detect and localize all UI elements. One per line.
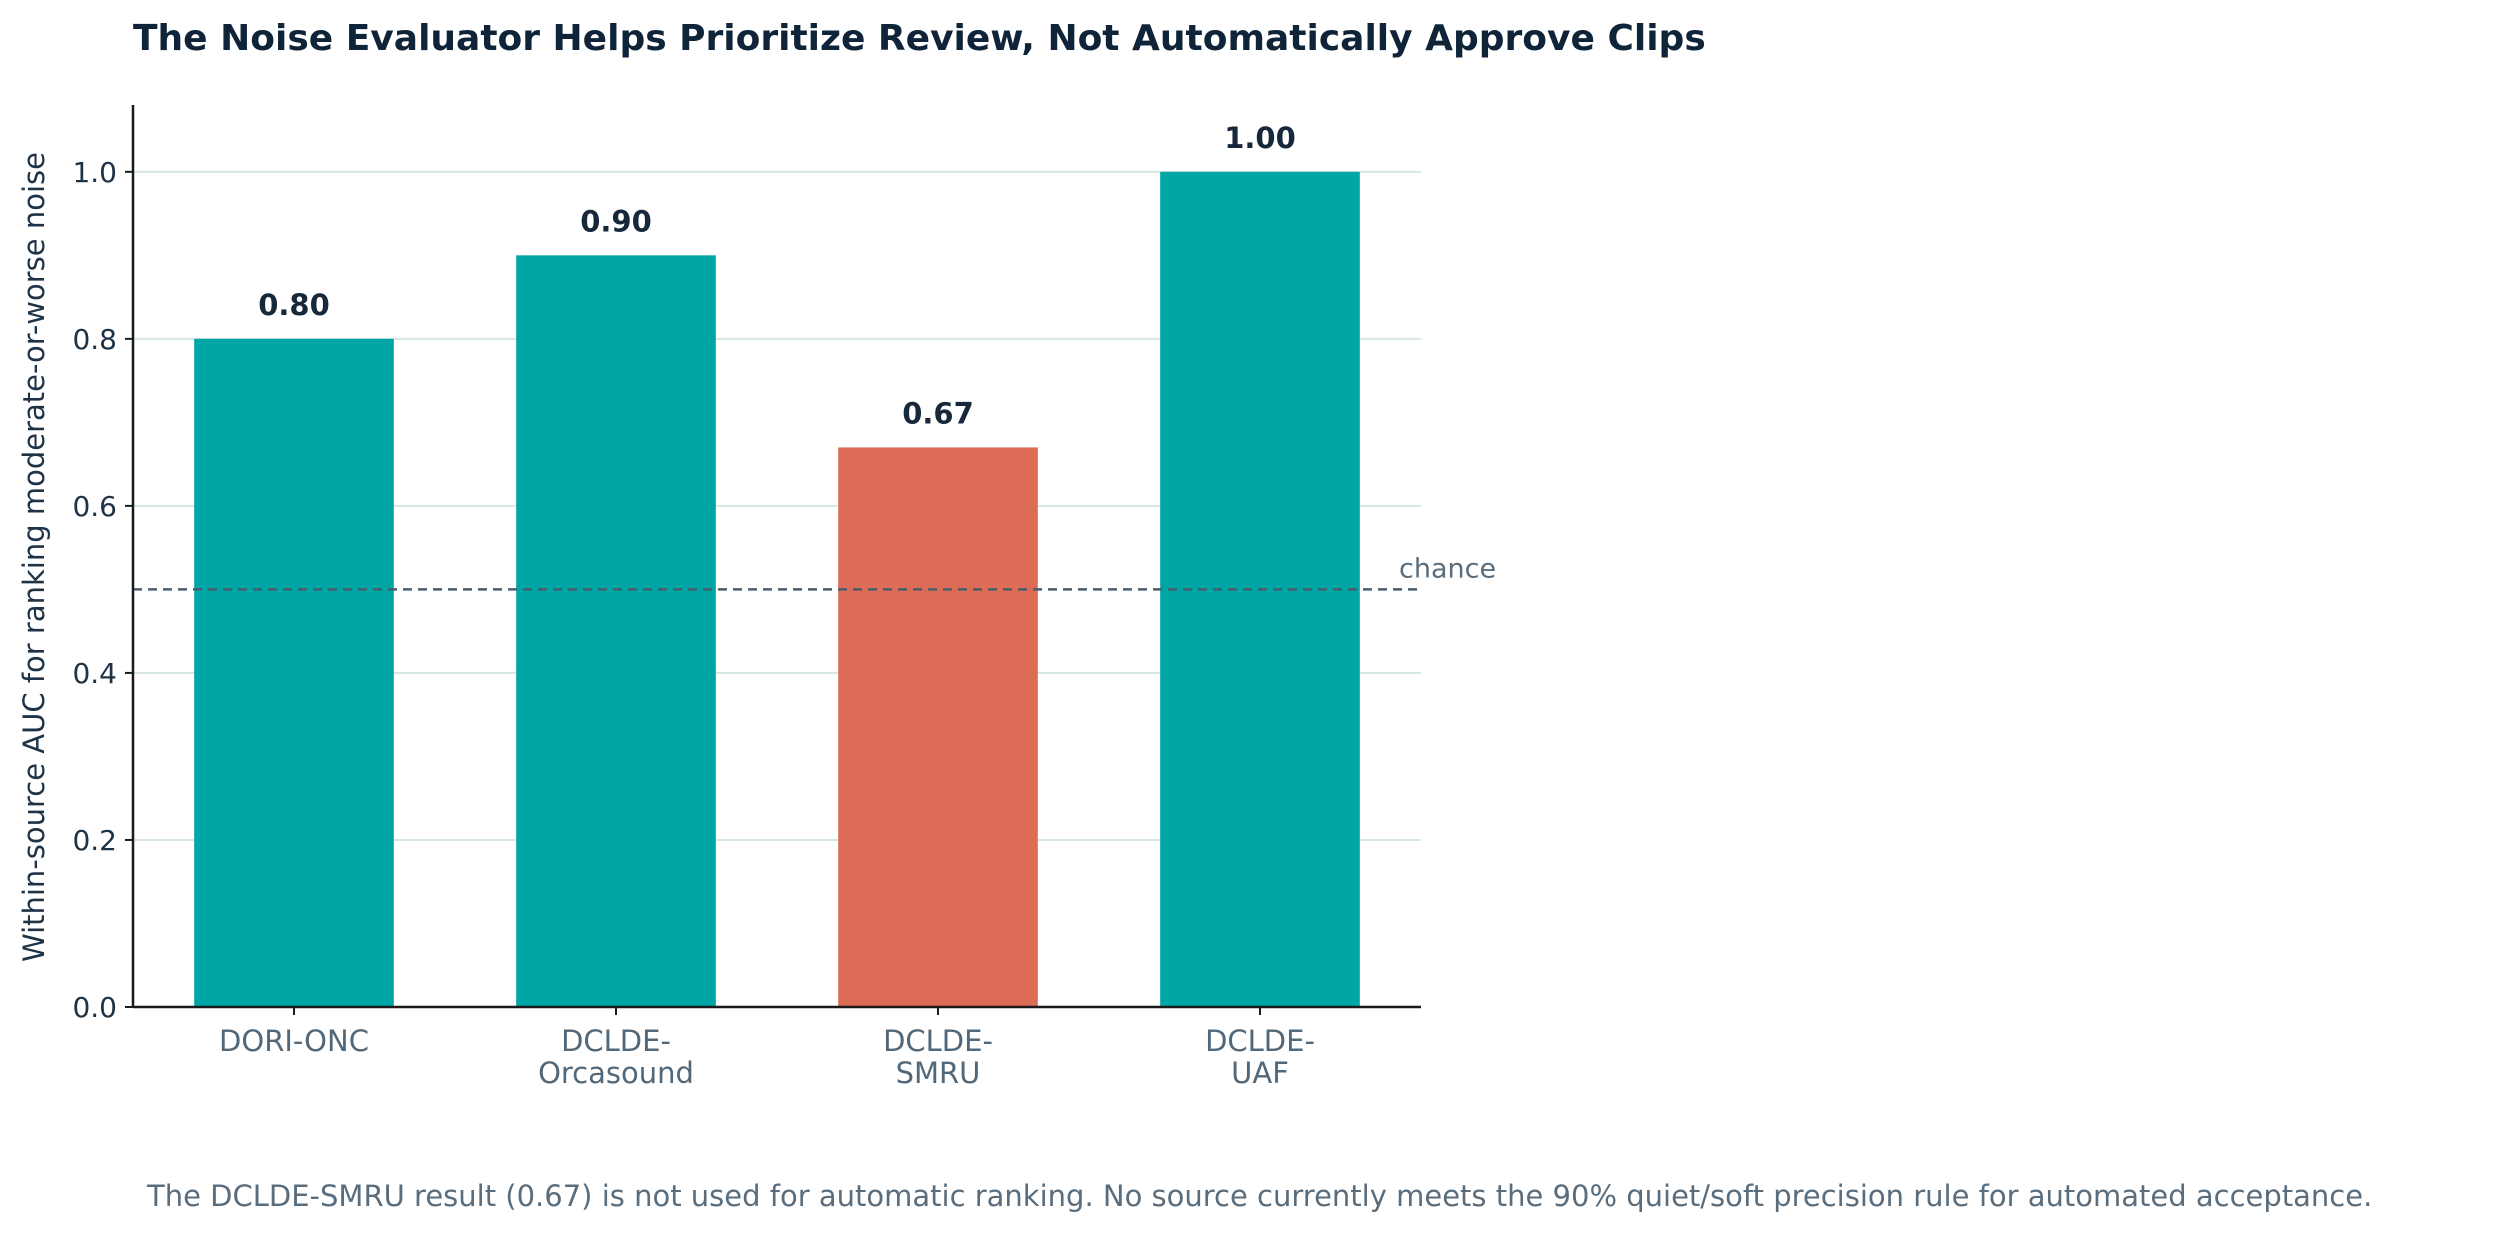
- x-tick-label-2: DCLDE-SMRU: [883, 1024, 993, 1090]
- x-tick-label-1: DCLDE-Orcasound: [538, 1024, 694, 1090]
- y-ticks: 0.0 0.2 0.4 0.6 0.8 1.0: [72, 156, 133, 1024]
- bar-2: [838, 447, 1038, 1008]
- y-tick-label-3: 0.6: [72, 490, 117, 523]
- y-tick-label-0: 0.0: [72, 991, 117, 1024]
- value-labels: 0.80 0.90 0.67 1.00: [258, 121, 1296, 431]
- chart-title: The Noise Evaluator Helps Prioritize Rev…: [133, 18, 1706, 59]
- value-label-2: 0.67: [902, 396, 974, 430]
- x-tick-label-0: DORI-ONC: [219, 1024, 369, 1058]
- x-tick-label-line: DCLDE-: [1205, 1024, 1315, 1058]
- value-label-1: 0.90: [580, 204, 652, 238]
- reference-line-group: chance: [133, 553, 1496, 591]
- bar-0: [194, 338, 394, 1008]
- axes: [131, 105, 1421, 1009]
- x-tick-label-line: SMRU: [896, 1056, 981, 1090]
- y-tick-label-4: 0.8: [72, 323, 117, 356]
- caption-note: The DCLDE-SMRU result (0.67) is not used…: [146, 1179, 2372, 1213]
- x-tick-label-line: UAF: [1231, 1056, 1289, 1090]
- x-ticks: DORI-ONC DCLDE-OrcasoundDCLDE-SMRUDCLDE-U…: [219, 1007, 1315, 1090]
- x-tick-label-line: DCLDE-: [561, 1024, 671, 1058]
- x-tick-label-line: DORI-ONC: [219, 1024, 369, 1058]
- y-tick-label-2: 0.4: [72, 657, 117, 690]
- x-tick-label-line: DCLDE-: [883, 1024, 993, 1058]
- x-tick-label-3: DCLDE-UAF: [1205, 1024, 1315, 1090]
- bar-1: [516, 255, 716, 1008]
- value-label-3: 1.00: [1224, 121, 1296, 155]
- value-label-0: 0.80: [258, 288, 330, 322]
- x-tick-label-line: Orcasound: [538, 1056, 694, 1090]
- y-tick-label-5: 1.0: [72, 156, 117, 189]
- y-tick-label-1: 0.2: [72, 824, 117, 857]
- chance-label: chance: [1399, 553, 1496, 584]
- y-axis-label: Within-source AUC for ranking moderate-o…: [17, 152, 51, 962]
